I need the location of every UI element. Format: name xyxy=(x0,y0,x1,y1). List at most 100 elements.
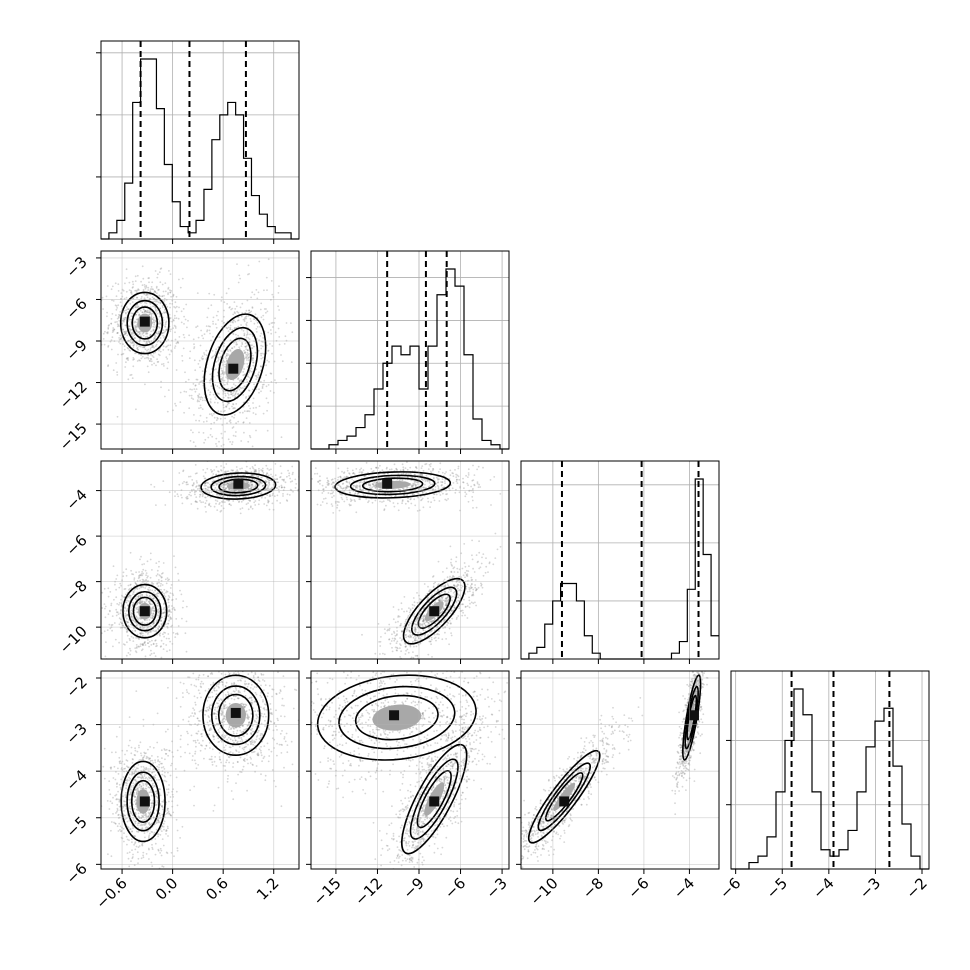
scatter-point xyxy=(409,472,412,475)
scatter-point xyxy=(233,390,236,393)
scatter-point xyxy=(157,325,160,328)
scatter-point xyxy=(219,485,222,488)
scatter-point xyxy=(429,640,432,643)
scatter-point xyxy=(225,292,228,295)
scatter-point xyxy=(223,379,226,382)
scatter-point xyxy=(157,289,160,291)
scatter-point xyxy=(417,496,419,499)
scatter-point xyxy=(455,480,458,483)
scatter-point xyxy=(237,325,240,328)
scatter-point xyxy=(118,325,121,328)
scatter-point xyxy=(235,333,237,336)
scatter-point xyxy=(183,480,186,483)
scatter-point xyxy=(174,609,176,611)
scatter-point xyxy=(188,475,190,478)
scatter-point xyxy=(371,501,374,504)
scatter-point xyxy=(213,469,216,471)
scatter-point xyxy=(155,631,158,633)
scatter-point xyxy=(130,312,133,315)
scatter-point xyxy=(144,309,147,312)
scatter-point xyxy=(354,500,356,503)
scatter-point xyxy=(355,487,357,489)
scatter-point xyxy=(177,579,180,582)
scatter-point xyxy=(317,481,320,483)
scatter-point xyxy=(259,352,262,355)
scatter-point xyxy=(134,650,137,652)
scatter-point xyxy=(227,396,230,399)
scatter-point xyxy=(205,420,208,423)
scatter-point xyxy=(153,305,156,307)
scatter-point xyxy=(271,486,273,489)
scatter-point xyxy=(131,341,134,344)
scatter-point xyxy=(123,596,126,599)
scatter-point xyxy=(266,487,269,489)
scatter-point xyxy=(332,482,334,484)
scatter-point xyxy=(215,445,218,447)
scatter-point xyxy=(198,407,200,410)
scatter-point xyxy=(158,349,160,352)
scatter-point xyxy=(164,321,167,324)
scatter-point xyxy=(130,373,133,376)
scatter-point xyxy=(156,644,158,647)
scatter-point xyxy=(194,464,197,466)
scatter-point xyxy=(225,326,228,329)
scatter-point xyxy=(225,405,228,407)
scatter-point xyxy=(107,344,110,347)
scatter-point xyxy=(407,624,410,627)
scatter-point xyxy=(227,392,229,395)
scatter-point xyxy=(457,467,460,470)
scatter-point xyxy=(265,474,268,476)
scatter-point xyxy=(248,273,251,275)
scatter-point xyxy=(359,468,361,471)
scatter-point xyxy=(107,331,109,334)
scatter-point xyxy=(156,604,159,607)
scatter-point xyxy=(229,326,232,329)
scatter-point xyxy=(243,410,246,412)
scatter-point xyxy=(445,602,448,605)
scatter-point xyxy=(234,407,236,410)
scatter-point xyxy=(426,479,429,482)
scatter-point xyxy=(326,481,329,484)
scatter-point xyxy=(170,349,173,352)
scatter-point xyxy=(316,472,319,475)
scatter-point xyxy=(150,631,152,633)
scatter-point xyxy=(282,479,285,481)
scatter-point xyxy=(143,622,146,625)
scatter-point xyxy=(265,397,268,400)
scatter-point xyxy=(419,474,422,477)
scatter-point xyxy=(412,483,415,486)
scatter-point xyxy=(348,481,351,484)
scatter-point xyxy=(250,474,253,477)
scatter-point xyxy=(145,286,148,288)
scatter-point xyxy=(254,485,257,488)
scatter-point xyxy=(248,410,251,413)
scatter-point xyxy=(208,504,211,506)
scatter-point xyxy=(216,482,219,485)
scatter-point xyxy=(194,493,196,496)
scatter-point xyxy=(201,495,204,498)
scatter-point xyxy=(261,352,263,355)
scatter-point xyxy=(260,469,263,471)
scatter-point xyxy=(183,390,186,393)
scatter-point xyxy=(247,481,250,483)
scatter-point xyxy=(256,376,258,378)
scatter-point xyxy=(147,633,149,635)
scatter-point xyxy=(140,555,142,558)
scatter-point xyxy=(257,291,260,294)
scatter-point xyxy=(179,589,181,592)
scatter-point xyxy=(378,480,380,483)
scatter-point xyxy=(226,474,229,477)
scatter-point xyxy=(304,479,306,481)
scatter-point xyxy=(422,506,425,509)
scatter-point xyxy=(129,597,132,599)
scatter-point xyxy=(426,480,429,483)
scatter-point xyxy=(196,400,199,403)
scatter-point xyxy=(322,488,324,491)
scatter-point xyxy=(246,357,249,360)
scatter-point xyxy=(162,642,165,645)
scatter-point xyxy=(223,486,226,488)
scatter-point xyxy=(167,293,169,296)
scatter-point xyxy=(193,343,195,346)
scatter-point xyxy=(219,356,222,359)
scatter-point xyxy=(231,469,234,472)
